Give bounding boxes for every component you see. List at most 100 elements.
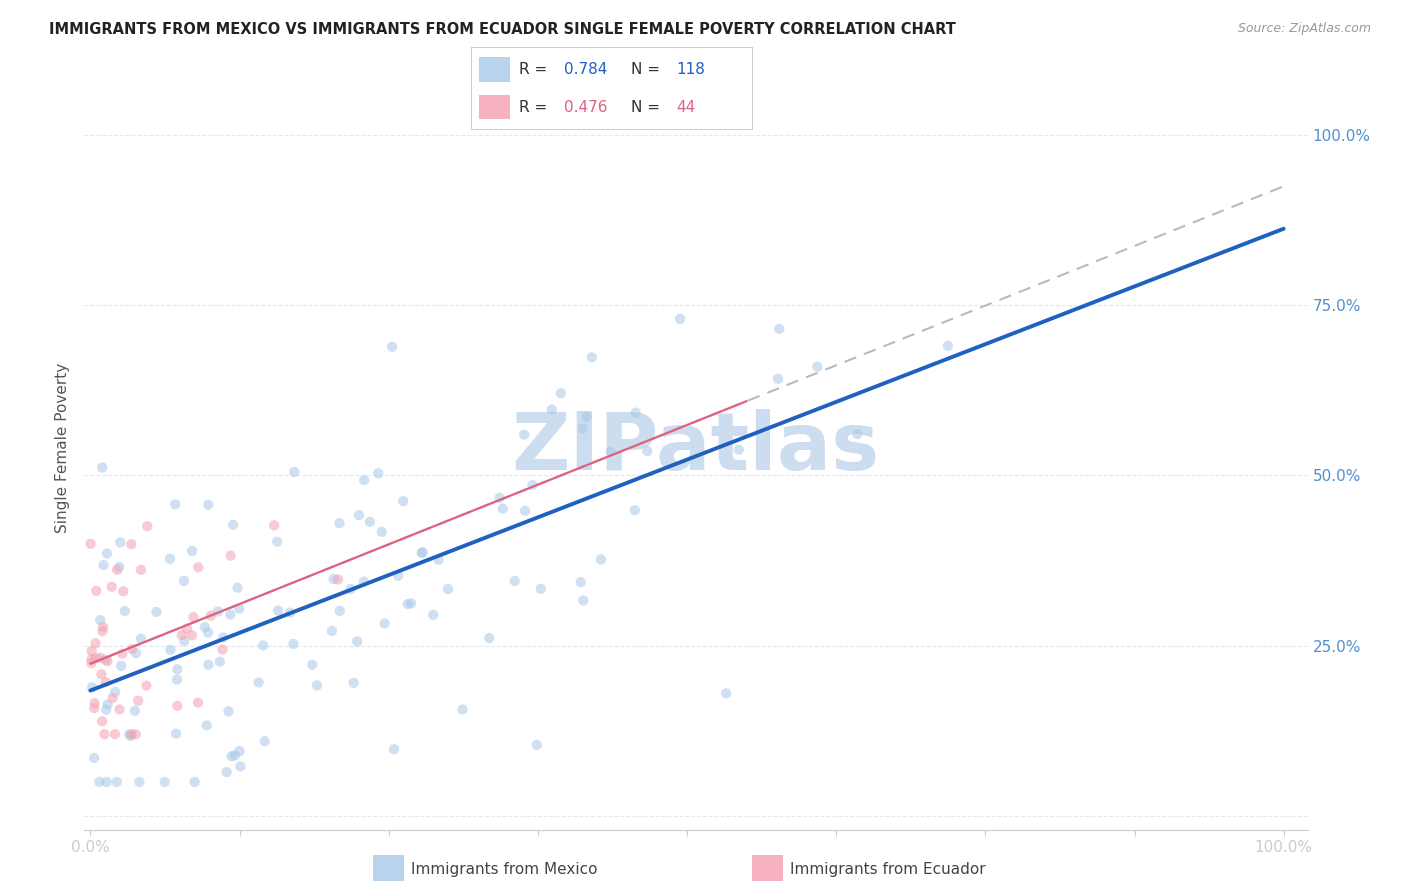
Point bbox=[513, 427, 536, 442]
Point bbox=[247, 675, 270, 690]
Text: R =: R = bbox=[519, 62, 553, 77]
Text: 0.476: 0.476 bbox=[564, 100, 607, 115]
Point bbox=[89, 650, 111, 665]
Point bbox=[382, 742, 405, 756]
Point bbox=[522, 478, 544, 492]
Point bbox=[478, 631, 501, 645]
Text: N =: N = bbox=[631, 100, 665, 115]
Point bbox=[91, 620, 114, 634]
Point bbox=[104, 727, 127, 741]
Point bbox=[93, 727, 115, 741]
Point bbox=[305, 678, 328, 692]
Point bbox=[208, 655, 231, 669]
Point bbox=[112, 584, 135, 599]
Point bbox=[228, 601, 250, 615]
Point bbox=[530, 582, 553, 596]
Point bbox=[183, 775, 205, 789]
Point bbox=[226, 581, 249, 595]
Point bbox=[120, 537, 142, 551]
Point bbox=[714, 686, 737, 700]
Point bbox=[540, 402, 562, 417]
Point bbox=[367, 467, 389, 481]
Point bbox=[321, 624, 343, 638]
Point bbox=[166, 673, 188, 687]
Point bbox=[301, 657, 323, 672]
Point bbox=[200, 608, 222, 623]
Point bbox=[768, 322, 790, 336]
Point bbox=[353, 473, 375, 487]
Point bbox=[80, 652, 103, 666]
Point bbox=[166, 662, 188, 676]
Text: Immigrants from Mexico: Immigrants from Mexico bbox=[411, 863, 598, 877]
Point bbox=[125, 727, 148, 741]
Point bbox=[94, 675, 117, 690]
Point bbox=[569, 575, 592, 590]
Point bbox=[374, 616, 396, 631]
Text: IMMIGRANTS FROM MEXICO VS IMMIGRANTS FROM ECUADOR SINGLE FEMALE POVERTY CORRELAT: IMMIGRANTS FROM MEXICO VS IMMIGRANTS FRO… bbox=[49, 22, 956, 37]
Point bbox=[263, 518, 285, 533]
Point bbox=[165, 497, 187, 511]
Point bbox=[181, 628, 204, 642]
Point bbox=[422, 607, 444, 622]
Point bbox=[118, 727, 141, 741]
Point bbox=[136, 519, 159, 533]
Point bbox=[451, 702, 474, 716]
Bar bbox=[479, 95, 510, 120]
Point bbox=[135, 679, 157, 693]
Point bbox=[339, 582, 361, 596]
Point bbox=[94, 653, 117, 667]
Point bbox=[84, 651, 107, 665]
Point bbox=[392, 494, 415, 508]
Point bbox=[181, 544, 204, 558]
Point bbox=[253, 734, 276, 748]
Point bbox=[197, 498, 219, 512]
Point bbox=[219, 607, 242, 622]
Point bbox=[111, 647, 134, 661]
Point bbox=[359, 515, 381, 529]
Point bbox=[228, 744, 250, 758]
Point bbox=[80, 656, 103, 670]
Point bbox=[381, 340, 404, 354]
Point bbox=[91, 460, 114, 475]
Point bbox=[183, 610, 205, 624]
Point bbox=[108, 560, 131, 574]
Point bbox=[326, 573, 349, 587]
Point bbox=[89, 775, 111, 789]
Point bbox=[128, 775, 150, 789]
Point bbox=[194, 620, 217, 634]
Point bbox=[127, 694, 149, 708]
Point bbox=[766, 372, 789, 386]
Point bbox=[222, 517, 245, 532]
Point bbox=[727, 442, 749, 457]
Point bbox=[328, 516, 350, 531]
Point bbox=[353, 574, 375, 589]
Point bbox=[669, 311, 692, 326]
Point bbox=[125, 646, 148, 660]
Point bbox=[278, 606, 301, 620]
Point bbox=[624, 406, 647, 420]
Point bbox=[329, 604, 352, 618]
Point bbox=[936, 339, 959, 353]
Point bbox=[343, 676, 366, 690]
Point bbox=[488, 491, 510, 505]
Point bbox=[396, 597, 419, 611]
Point bbox=[101, 691, 124, 706]
Point bbox=[83, 696, 105, 710]
Point bbox=[387, 569, 409, 583]
Point bbox=[153, 775, 176, 789]
Point bbox=[322, 572, 344, 586]
Point bbox=[218, 705, 240, 719]
Point bbox=[215, 765, 238, 780]
Point bbox=[170, 628, 193, 642]
Point bbox=[110, 658, 132, 673]
Point bbox=[550, 386, 572, 401]
Point bbox=[84, 583, 107, 598]
Point bbox=[84, 636, 107, 650]
Point bbox=[129, 563, 152, 577]
Point bbox=[80, 680, 103, 694]
Point bbox=[173, 633, 195, 648]
Text: Source: ZipAtlas.com: Source: ZipAtlas.com bbox=[1237, 22, 1371, 36]
Point bbox=[207, 604, 229, 618]
Point bbox=[110, 535, 132, 549]
Point bbox=[197, 657, 219, 672]
